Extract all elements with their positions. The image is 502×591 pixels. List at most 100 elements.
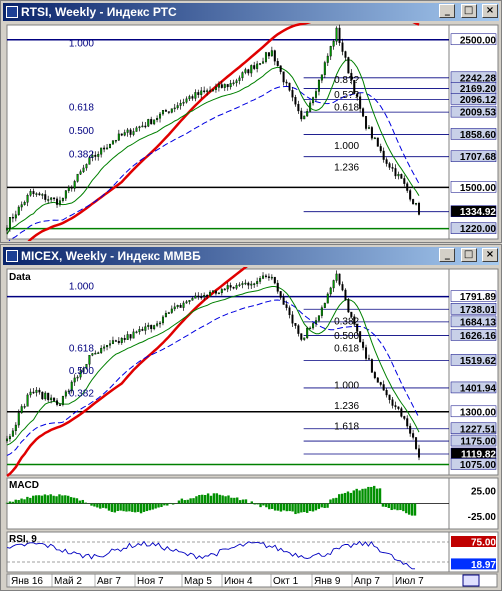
rsi-tick-box: [451, 536, 496, 547]
rtsi-price-label-box: [450, 222, 497, 234]
rtsi-price-label-box: [450, 150, 497, 162]
micex-candle: [214, 290, 217, 294]
micex-candle: [156, 323, 159, 326]
minimize-button[interactable]: _: [439, 4, 456, 18]
macd-bar: [163, 503, 166, 506]
rtsi-candle: [353, 79, 356, 94]
macd-tick-label: 25.00: [471, 486, 496, 497]
micex-candle: [206, 295, 209, 297]
macd-bar: [221, 495, 224, 504]
micex-candle: [217, 292, 220, 295]
macd-bar: [367, 486, 370, 504]
rtsi-candle: [79, 171, 82, 175]
macd-bar: [340, 493, 344, 504]
rtsi-price-label: 2009.53: [460, 108, 497, 119]
close-button[interactable]: ×: [482, 248, 498, 262]
macd-bar: [311, 503, 315, 512]
macd-bar: [201, 494, 204, 504]
rtsi-candle: [41, 194, 44, 196]
micex-candle: [120, 338, 123, 343]
micex-candle: [397, 406, 400, 409]
rtsi-title-bar[interactable]: RTSI, Weekly - Индекс РТС _ □ ×: [3, 3, 499, 21]
rtsi-candle: [173, 107, 176, 110]
macd-bar: [268, 503, 271, 510]
rtsi-price-label-box: [450, 128, 497, 140]
rtsi-candle: [253, 65, 256, 69]
micex-candle: [85, 363, 88, 369]
rtsi-candle: [100, 147, 103, 155]
micex-candle: [256, 281, 259, 284]
micex-candle: [108, 343, 112, 346]
rtsi-candle: [8, 217, 11, 229]
micex-candle: [320, 307, 323, 316]
micex-candle: [164, 313, 167, 318]
rtsi-fib-label: 1.236: [334, 163, 359, 174]
micex-candle: [382, 384, 385, 391]
rtsi-candle: [335, 27, 338, 42]
rtsi-chart[interactable]: 1.000 0.618 0.500 0.382 0.8?? 0.5?? 0.618 1.000…: [5, 23, 499, 241]
rtsi-candle: [282, 71, 285, 83]
rtsi-candle: [73, 181, 76, 189]
rtsi-price-label-box: [450, 181, 497, 193]
minimize-button[interactable]: _: [439, 248, 456, 262]
rtsi-fib-label: 0.618: [69, 103, 94, 114]
micex-price-label-box: [450, 290, 497, 302]
rtsi-candle: [108, 144, 112, 149]
date-tick-label: Май 2: [54, 576, 82, 587]
micex-candle: [417, 448, 421, 458]
micex-candle: [226, 285, 229, 290]
rtsi-price-label-box: [450, 205, 497, 217]
close-button[interactable]: ×: [482, 4, 498, 18]
macd-bar: [282, 503, 286, 511]
rtsi-candle: [273, 50, 276, 62]
micex-price-label-box: [450, 303, 497, 315]
micex-title-bar[interactable]: MICEX, Weekly - Индекс ММВБ _ □ ×: [3, 247, 499, 265]
micex-chart[interactable]: 1.0000.6180.5000.3820.3820.5000.6181.000…: [5, 267, 499, 588]
macd-bar: [343, 492, 347, 504]
rtsi-candle: [256, 63, 259, 69]
micex-price-label-box: [450, 458, 497, 470]
micex-candle: [58, 404, 61, 406]
rtsi-candle: [217, 84, 220, 88]
date-tick-label: Окт 1: [273, 576, 299, 587]
rtsi-candle: [394, 168, 397, 177]
rtsi-candle: [247, 69, 250, 74]
micex-price-label-box: [450, 422, 497, 435]
macd-bar: [405, 503, 408, 514]
macd-bar: [43, 494, 47, 504]
rtsi-candle: [232, 82, 235, 85]
macd-bar: [37, 495, 41, 504]
rtsi-candle: [50, 197, 53, 200]
macd-bar: [273, 503, 277, 511]
macd-bar: [125, 503, 128, 512]
micex-candle: [79, 371, 82, 378]
rtsi-candle: [176, 105, 179, 109]
micex-price-label-box: [450, 329, 497, 341]
micex-candle: [73, 377, 76, 383]
rtsi-candle: [35, 193, 38, 195]
macd-bar: [294, 503, 297, 515]
micex-candle: [147, 324, 150, 327]
macd-bar: [189, 498, 192, 504]
macd-bar: [119, 503, 122, 511]
micex-candle: [326, 293, 329, 304]
micex-price-label-box: [450, 405, 497, 418]
micex-price-label: 1626.16: [460, 331, 497, 342]
rtsi-price-label-box: [450, 105, 497, 118]
rtsi-candle: [285, 81, 288, 84]
micex-candle: [67, 390, 70, 393]
maximize-button[interactable]: □: [460, 4, 477, 18]
micex-candle: [279, 291, 282, 298]
micex-price-label-box: [450, 315, 497, 328]
maximize-button[interactable]: □: [460, 248, 477, 262]
micex-fib-label: 0.382: [334, 317, 359, 328]
macd-bar: [110, 503, 114, 512]
macd-bar: [314, 503, 318, 511]
micex-price-label-box: [450, 381, 497, 394]
macd-bar: [20, 498, 23, 504]
rtsi-candle: [412, 199, 415, 205]
macd-bar: [338, 494, 341, 504]
rtsi-candle: [367, 127, 370, 129]
macd-bar: [52, 495, 55, 504]
date-tick-label: Мар 5: [184, 576, 212, 587]
